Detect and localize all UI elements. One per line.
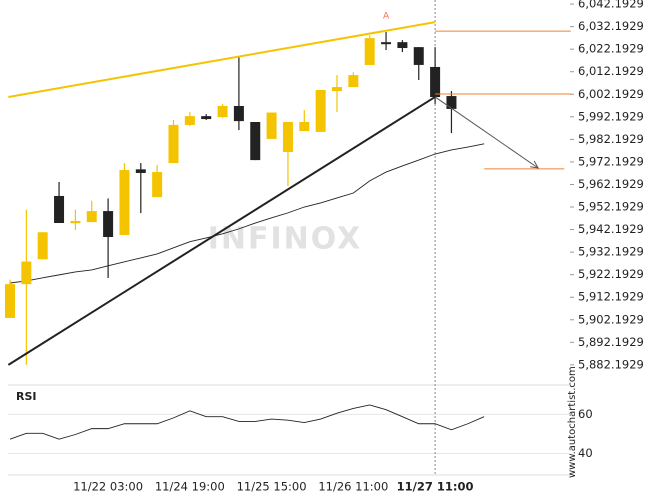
candle-body <box>168 124 179 164</box>
candle-body <box>381 42 392 45</box>
candle-body <box>332 87 342 92</box>
x-tick-label: 11/26 11:00 <box>318 480 388 494</box>
y-tick-label: 5,952.1929 <box>578 200 644 214</box>
trendline <box>7 96 436 366</box>
y-tick-label: 60 <box>578 407 593 421</box>
candle-body <box>70 220 81 224</box>
candle-body <box>233 105 244 122</box>
y-tick-label: 6,012.1929 <box>578 64 644 78</box>
candle-body <box>430 66 441 98</box>
y-tick-label: 5,922.1929 <box>578 267 644 281</box>
y-tick-label: 5,902.1929 <box>578 312 644 326</box>
y-tick-label: 6,032.1929 <box>578 19 644 33</box>
moving-average <box>9 143 485 284</box>
candle-body <box>266 112 277 139</box>
candle-body <box>21 261 32 285</box>
forecast-arrow <box>434 96 539 169</box>
y-tick-label: 5,992.1929 <box>578 109 644 123</box>
candle-body <box>299 121 310 132</box>
rsi-line <box>9 404 485 440</box>
y-tick-label: 5,982.1929 <box>578 132 644 146</box>
candle-body <box>397 42 408 49</box>
candle-body <box>5 284 15 318</box>
rsi-title: RSI <box>16 390 37 403</box>
candle-body <box>348 75 359 88</box>
x-tick-label: 11/27 11:00 <box>397 480 474 494</box>
y-tick-label: 5,962.1929 <box>578 177 644 191</box>
y-tick-label: 5,942.1929 <box>578 222 644 236</box>
candle-body <box>364 38 375 65</box>
y-tick-label: 6,042.1929 <box>578 0 644 11</box>
y-tick-label: 5,892.1929 <box>578 335 644 349</box>
candle-body <box>282 121 293 152</box>
y-tick-label: 5,882.1929 <box>578 357 644 371</box>
y-tick-label: 6,002.1929 <box>578 87 644 101</box>
candle-body <box>413 47 424 65</box>
candle-body <box>54 195 65 224</box>
source-label: www.autochartist.com <box>567 366 578 478</box>
candle-body <box>119 170 130 235</box>
candle-body <box>184 116 195 125</box>
candle-body <box>315 89 326 132</box>
y-tick-label: 5,912.1929 <box>578 290 644 304</box>
trendline <box>8 21 436 99</box>
y-tick-label: 6,022.1929 <box>578 42 644 56</box>
x-tick-label: 11/24 19:00 <box>155 480 225 494</box>
pattern-marker: A <box>383 12 390 22</box>
y-tick-label: 5,972.1929 <box>578 154 644 168</box>
y-tick-label: 5,932.1929 <box>578 245 644 259</box>
y-tick-label: 40 <box>578 446 593 460</box>
candle-body <box>103 211 114 237</box>
candle-body <box>201 116 212 120</box>
x-tick-label: 11/25 15:00 <box>237 480 307 494</box>
x-tick-label: 11/22 03:00 <box>73 480 143 494</box>
candle-body <box>446 96 457 109</box>
candle-body <box>250 121 261 161</box>
arrow-head <box>530 160 540 169</box>
candle-body <box>152 172 163 198</box>
candle-body <box>135 169 146 173</box>
candle-body <box>86 211 97 223</box>
candle-body <box>37 232 48 260</box>
watermark: INFINOX <box>208 222 363 257</box>
candle-body <box>217 105 228 118</box>
